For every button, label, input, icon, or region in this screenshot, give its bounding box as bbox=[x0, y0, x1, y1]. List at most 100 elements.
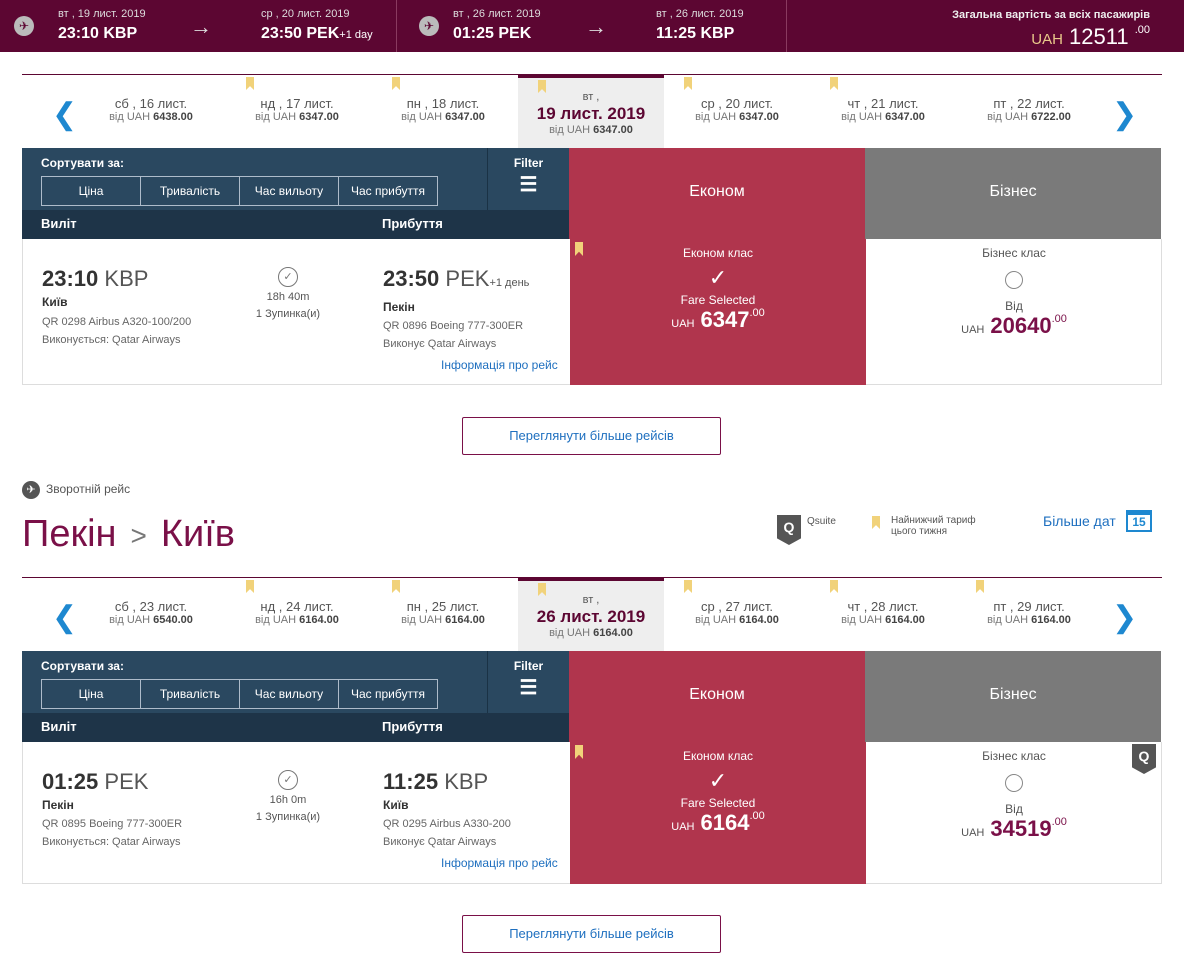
from-label: Від bbox=[1005, 299, 1023, 313]
price-decimal: .00 bbox=[1051, 816, 1067, 828]
economy-header[interactable]: Економ bbox=[569, 148, 865, 239]
economy-fare-cell[interactable]: Економ клас ✓ Fare Selected UAH 6164.00 bbox=[570, 742, 866, 884]
more-dates-link[interactable]: Більше дат bbox=[1043, 513, 1116, 529]
chevron-right-icon[interactable]: ❯ bbox=[1112, 98, 1138, 131]
business-header[interactable]: Бізнес bbox=[865, 651, 1161, 742]
arr-time: 11:25 KBP bbox=[656, 25, 735, 42]
outbound-summary[interactable]: ✈ вт , 19 лист. 2019 23:10 KBP → ср , 20… bbox=[0, 0, 396, 52]
filter-button[interactable]: Filter ☰ bbox=[487, 651, 569, 713]
more-flights-button[interactable]: Переглянути більше рейсів bbox=[462, 915, 721, 953]
arr-time-text: 23:50 bbox=[383, 266, 440, 291]
from-prefix: від UAH bbox=[401, 614, 443, 626]
arr-date: вт , 26 лист. 2019 bbox=[656, 8, 744, 20]
fare-selected-label: Fare Selected bbox=[680, 796, 756, 810]
sort-label: Сортувати за: bbox=[41, 659, 124, 673]
dep-time-text: 01:25 bbox=[42, 769, 99, 794]
date-price: 6164.00 bbox=[1031, 614, 1071, 626]
date-day: ср , 27 лист. bbox=[700, 599, 774, 614]
business-header[interactable]: Бізнес bbox=[865, 148, 1161, 239]
sort-tab-price[interactable]: Ціна bbox=[42, 177, 141, 205]
sort-tab-arrival[interactable]: Час прибуття bbox=[351, 184, 425, 198]
date-option[interactable]: пн , 25 лист. від UAH 6164.00 bbox=[370, 578, 516, 652]
date-price: 6164.00 bbox=[885, 614, 925, 626]
arr-city: Київ bbox=[383, 798, 409, 812]
more-flights-button[interactable]: Переглянути більше рейсів bbox=[462, 417, 721, 455]
plane-icon: ✈ bbox=[419, 16, 439, 36]
date-option[interactable]: пт , 29 лист. від UAH 6164.00 bbox=[956, 578, 1102, 652]
date-option[interactable]: чт , 28 лист. від UAH 6164.00 bbox=[810, 578, 956, 652]
inbound-summary[interactable]: ✈ вт , 26 лист. 2019 01:25 PEK → вт , 26… bbox=[397, 0, 787, 52]
business-fare-cell[interactable]: Бізнес клас Від UAH 20640.00 bbox=[866, 239, 1162, 385]
date-option[interactable]: пт , 22 лист. від UAH 6722.00 bbox=[956, 75, 1102, 149]
date-option-selected[interactable]: вт , 19 лист. 2019 від UAH 6347.00 bbox=[518, 75, 664, 149]
date-day: вт , bbox=[582, 594, 600, 606]
bookmark-icon bbox=[684, 580, 692, 593]
sort-tab-departure[interactable]: Час вильоту bbox=[240, 680, 339, 708]
date-option[interactable]: ср , 20 лист. від UAH 6347.00 bbox=[664, 75, 810, 149]
arr-time: 23:50 PEK+1 day bbox=[261, 25, 373, 43]
inbound-date-carousel: ❮ сб , 23 лист. від UAH 6540.00 нд , 24 л… bbox=[22, 577, 1162, 652]
economy-class-label: Економ клас bbox=[682, 246, 753, 260]
flight-info-link[interactable]: Інформація про рейс bbox=[441, 856, 558, 870]
filter-button[interactable]: Filter ☰ bbox=[487, 148, 569, 210]
currency: UAH bbox=[961, 827, 985, 839]
radio-button[interactable] bbox=[1005, 271, 1023, 289]
date-option[interactable]: нд , 17 лист. від UAH 6347.00 bbox=[224, 75, 370, 149]
chevron-left-icon[interactable]: ❮ bbox=[52, 601, 78, 634]
date-price: 6438.00 bbox=[153, 111, 193, 123]
clock-icon: ✓ bbox=[278, 267, 298, 287]
date-option[interactable]: чт , 21 лист. від UAH 6347.00 bbox=[810, 75, 956, 149]
sort-tab-duration[interactable]: Тривалість bbox=[141, 680, 240, 708]
dep-code: KBP bbox=[104, 266, 149, 291]
price-decimal: .00 bbox=[749, 810, 765, 822]
arr-time-text: 23:50 PEK bbox=[261, 25, 340, 42]
arr-extra: +1 day bbox=[339, 29, 373, 41]
arr-code: PEK bbox=[445, 266, 490, 291]
economy-header[interactable]: Економ bbox=[569, 651, 865, 742]
bookmark-icon bbox=[392, 580, 400, 593]
arr-code: KBP bbox=[444, 769, 489, 794]
dep-time: 23:10 KBP bbox=[42, 266, 148, 292]
arrow-right-icon: → bbox=[190, 14, 212, 39]
dep-city: Пекін bbox=[42, 798, 74, 812]
date-option[interactable]: сб , 23 лист. від UAH 6540.00 bbox=[78, 578, 224, 652]
sort-tab-departure[interactable]: Час вильоту bbox=[240, 177, 339, 205]
date-option-selected[interactable]: вт , 26 лист. 2019 від UAH 6164.00 bbox=[518, 578, 664, 652]
sliders-icon: ☰ bbox=[519, 174, 538, 196]
divider bbox=[786, 0, 787, 52]
chevron-right-icon[interactable]: ❯ bbox=[1112, 601, 1138, 634]
date-option[interactable]: пн , 18 лист. від UAH 6347.00 bbox=[370, 75, 516, 149]
arr-operator: Виконує Qatar Airways bbox=[383, 338, 497, 350]
bookmark-icon bbox=[684, 77, 692, 90]
sort-tab-price[interactable]: Ціна bbox=[42, 680, 141, 708]
flight-row: 01:25 PEK Пекін QR 0895 Boeing 777-300ER… bbox=[22, 742, 1162, 884]
from-prefix: від UAH bbox=[255, 614, 297, 626]
sort-tab-arrival[interactable]: Час прибуття bbox=[351, 687, 425, 701]
total-price: Загальна вартість за всіх пасажирів UAH … bbox=[952, 9, 1150, 50]
date-option[interactable]: нд , 24 лист. від UAH 6164.00 bbox=[224, 578, 370, 652]
date-big: 26 лист. 2019 bbox=[536, 607, 646, 626]
arr-extra: +1 день bbox=[489, 277, 530, 289]
chevron-left-icon[interactable]: ❮ bbox=[52, 98, 78, 131]
dep-time: 01:25 PEK bbox=[42, 769, 148, 795]
dep-flight-number: QR 0298 Airbus A320-100/200 bbox=[42, 316, 192, 328]
radio-button[interactable] bbox=[1005, 774, 1023, 792]
business-fare-cell[interactable]: Q Бізнес клас Від UAH 34519.00 bbox=[866, 742, 1162, 884]
business-price: 34519 bbox=[990, 816, 1052, 841]
dep-city: Київ bbox=[42, 295, 68, 309]
date-option[interactable]: сб , 16 лист. від UAH 6438.00 bbox=[78, 75, 224, 149]
date-option[interactable]: ср , 27 лист. від UAH 6164.00 bbox=[664, 578, 810, 652]
from-prefix: від UAH bbox=[109, 111, 151, 123]
bookmark-icon bbox=[575, 745, 583, 759]
from-prefix: від UAH bbox=[401, 111, 443, 123]
date-big: 19 лист. 2019 bbox=[536, 104, 646, 123]
economy-fare-cell[interactable]: Економ клас ✓ Fare Selected UAH 6347.00 bbox=[570, 239, 866, 385]
sort-tab-duration[interactable]: Тривалість bbox=[141, 177, 240, 205]
business-price: 20640 bbox=[990, 313, 1052, 338]
price-decimal: .00 bbox=[749, 307, 765, 319]
flight-info-link[interactable]: Інформація про рейс bbox=[441, 358, 558, 372]
calendar-icon[interactable]: 15 bbox=[1126, 510, 1152, 532]
plane-return-icon: ✈ bbox=[22, 481, 40, 499]
outbound-date-carousel: ❮ сб , 16 лист. від UAH 6438.00 нд , 17 л… bbox=[22, 74, 1162, 149]
flight-row: 23:10 KBP Київ QR 0298 Airbus A320-100/2… bbox=[22, 239, 1162, 385]
